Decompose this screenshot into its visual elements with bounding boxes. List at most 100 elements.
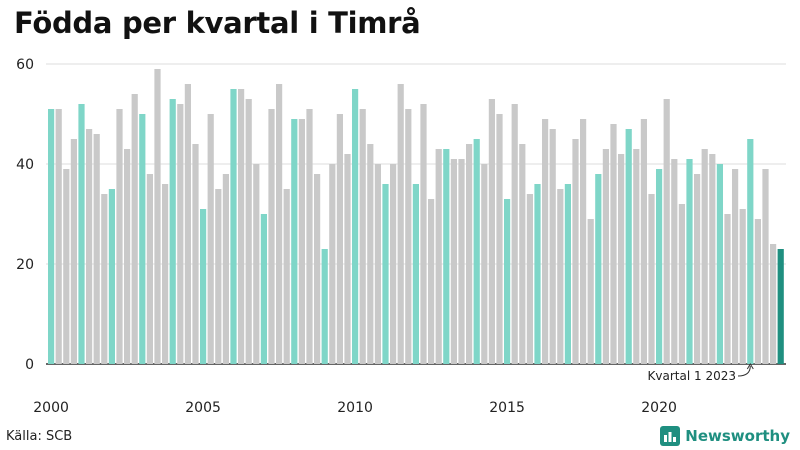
bar-series [48, 69, 784, 364]
bar [519, 144, 526, 364]
bar [716, 164, 723, 364]
bar [200, 209, 207, 364]
bar [428, 199, 435, 364]
bar [747, 139, 754, 364]
bar [146, 174, 153, 364]
bar [473, 139, 480, 364]
newsworthy-icon [660, 426, 681, 446]
y-tick-label: 40 [16, 157, 34, 173]
bar [329, 164, 336, 364]
bar [770, 244, 777, 364]
bar [70, 139, 77, 364]
bar [352, 89, 359, 364]
x-tick-label: 2010 [337, 400, 373, 416]
bar [511, 104, 518, 364]
bar [534, 184, 541, 364]
bar [443, 149, 450, 364]
source-note: Källa: SCB [6, 429, 73, 444]
bar [496, 114, 503, 364]
bar [412, 184, 419, 364]
y-axis-ticks: 0 20 40 60 [16, 57, 34, 373]
bar [154, 69, 161, 364]
bar [587, 219, 594, 364]
bar [610, 124, 617, 364]
bar [177, 104, 184, 364]
bar [481, 164, 488, 364]
brand-name: Newsworthy [685, 427, 790, 445]
bar [245, 99, 252, 364]
bar [55, 109, 62, 364]
bar [108, 189, 115, 364]
bar [640, 119, 647, 364]
bar [732, 169, 739, 364]
bar [222, 174, 229, 364]
bar [701, 149, 708, 364]
bar [367, 144, 374, 364]
bar [276, 84, 283, 364]
annotation-arrowhead [746, 363, 754, 370]
bar [754, 219, 761, 364]
bar [63, 169, 70, 364]
bar [359, 109, 366, 364]
bar [694, 174, 701, 364]
bar [618, 154, 625, 364]
annotation-group: Kvartal 1 2023 [648, 363, 754, 383]
bar [580, 119, 587, 364]
bar [374, 164, 381, 364]
annotation-label: Kvartal 1 2023 [648, 369, 736, 383]
x-tick-label: 2020 [641, 400, 677, 416]
bar [238, 89, 245, 364]
bar [397, 84, 404, 364]
bar [633, 149, 640, 364]
bar [678, 204, 685, 364]
bar [116, 109, 123, 364]
bar [268, 109, 275, 364]
bar [762, 169, 769, 364]
bar [184, 84, 191, 364]
bar [192, 144, 199, 364]
bar [466, 144, 473, 364]
bar [648, 194, 655, 364]
bar [344, 154, 351, 364]
bar [253, 164, 260, 364]
bar [557, 189, 564, 364]
y-tick-label: 60 [16, 57, 34, 73]
bar [572, 139, 579, 364]
bar [564, 184, 571, 364]
bar [595, 174, 602, 364]
bar [215, 189, 222, 364]
bar [709, 154, 716, 364]
bar [336, 114, 343, 364]
bar [291, 119, 298, 364]
bar [139, 114, 146, 364]
bar [549, 129, 556, 364]
bar [602, 149, 609, 364]
bar [526, 194, 533, 364]
bar [435, 149, 442, 364]
bar [542, 119, 549, 364]
bar [686, 159, 693, 364]
bar [390, 164, 397, 364]
bar [298, 119, 305, 364]
x-tick-label: 2015 [489, 400, 525, 416]
y-tick-label: 0 [25, 357, 34, 373]
bar [48, 109, 55, 364]
bar [321, 249, 328, 364]
bar [306, 109, 313, 364]
bar [260, 214, 267, 364]
y-tick-label: 20 [16, 257, 34, 273]
bar [656, 169, 663, 364]
bar [283, 189, 290, 364]
bar [671, 159, 678, 364]
bar [458, 159, 465, 364]
bar [382, 184, 389, 364]
bar [101, 194, 108, 364]
bar [230, 89, 237, 364]
bar [124, 149, 131, 364]
bar [739, 209, 746, 364]
brand-logo: Newsworthy [660, 426, 790, 446]
bar [450, 159, 457, 364]
chart-title: Födda per kvartal i Timrå [14, 6, 421, 40]
bar [420, 104, 427, 364]
